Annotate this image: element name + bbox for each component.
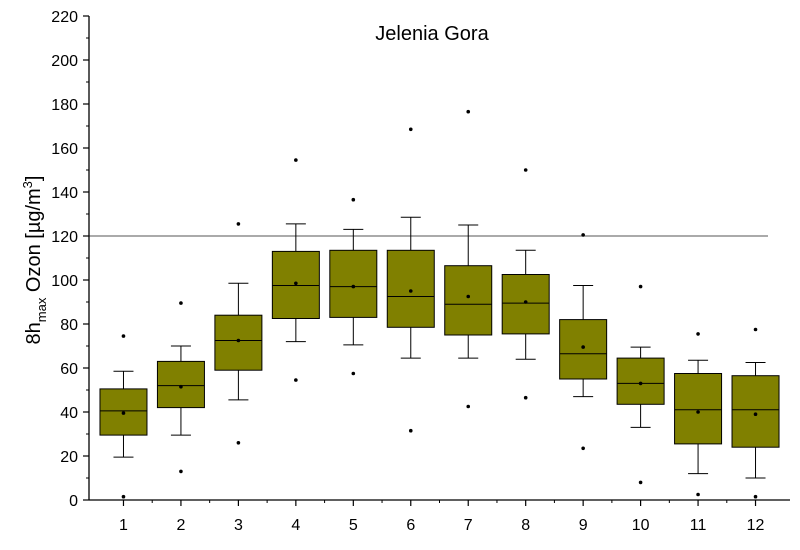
mean-point	[121, 411, 126, 415]
mean-point	[351, 284, 356, 289]
y-tick-label: 20	[60, 449, 78, 466]
y-tick-label: 100	[51, 273, 78, 290]
max-point	[408, 127, 413, 132]
max-point	[466, 109, 471, 114]
y-tick-label: 60	[60, 361, 78, 378]
mean-point	[638, 381, 643, 386]
max-point	[294, 158, 298, 162]
x-tick-label: 5	[349, 517, 358, 534]
mean-point	[581, 345, 585, 349]
x-tick-label: 10	[632, 517, 650, 534]
y-axis-label: 8hmax Ozon [µg/m3]	[20, 176, 49, 345]
min-point	[236, 441, 241, 445]
x-tick-label: 9	[579, 517, 588, 534]
y-tick-label: 120	[51, 229, 78, 246]
y-tick-label: 180	[51, 97, 78, 114]
x-tick-label: 2	[176, 517, 185, 534]
min-point	[523, 395, 528, 400]
box	[559, 319, 608, 380]
x-tick-label: 8	[521, 517, 530, 534]
mean-point	[523, 300, 528, 304]
max-point	[753, 327, 758, 332]
box	[386, 249, 435, 328]
mean-point	[466, 294, 471, 299]
max-point	[581, 233, 585, 237]
y-tick-label: 160	[51, 141, 78, 158]
y-axis-label-superscript: 3	[20, 181, 35, 188]
mean-point	[294, 281, 298, 286]
y-axis-label-subscript: max	[34, 297, 49, 322]
y-axis-label-prefix: 8h	[23, 322, 45, 344]
box	[214, 314, 263, 371]
x-tick-label: 12	[747, 517, 765, 534]
y-tick-label: 40	[60, 405, 78, 422]
min-point	[294, 378, 298, 382]
box	[329, 249, 378, 318]
max-point	[351, 197, 356, 202]
y-tick-label: 200	[51, 53, 78, 70]
x-tick-label: 11	[690, 517, 707, 534]
mean-point	[179, 384, 183, 389]
box	[616, 357, 665, 405]
min-point	[581, 446, 585, 451]
box	[156, 360, 205, 409]
mean-point	[753, 412, 758, 417]
max-point	[179, 301, 183, 305]
max-point	[523, 168, 528, 172]
min-point	[638, 480, 643, 485]
mean-point	[408, 289, 413, 293]
y-axis-label-main: Ozon [µg/m	[23, 188, 45, 297]
min-point	[753, 494, 758, 499]
min-point	[121, 494, 126, 499]
chart-title: Jelenia Gora	[375, 23, 489, 45]
box	[731, 375, 780, 448]
y-tick-label: 80	[60, 317, 78, 334]
min-point	[466, 404, 471, 409]
max-point	[638, 284, 643, 289]
mean-point	[696, 410, 700, 414]
y-tick-label: 0	[69, 493, 78, 510]
x-tick-label: 3	[234, 517, 243, 534]
max-point	[236, 222, 241, 226]
min-point	[408, 428, 413, 433]
y-tick-label: 140	[51, 185, 78, 202]
box	[501, 274, 550, 335]
max-point	[121, 334, 126, 338]
x-tick-label: 6	[406, 517, 415, 534]
min-point	[179, 469, 183, 474]
x-tick-label: 7	[464, 517, 473, 534]
max-point	[696, 332, 700, 336]
x-tick-label: 4	[291, 517, 300, 534]
mean-point	[236, 338, 241, 343]
box	[444, 265, 493, 336]
y-tick-label: 220	[51, 9, 78, 26]
min-point	[696, 492, 700, 497]
min-point	[351, 371, 356, 376]
y-axis-label-suffix: ]	[23, 176, 45, 182]
x-tick-label: 1	[119, 517, 128, 534]
box	[674, 373, 723, 445]
